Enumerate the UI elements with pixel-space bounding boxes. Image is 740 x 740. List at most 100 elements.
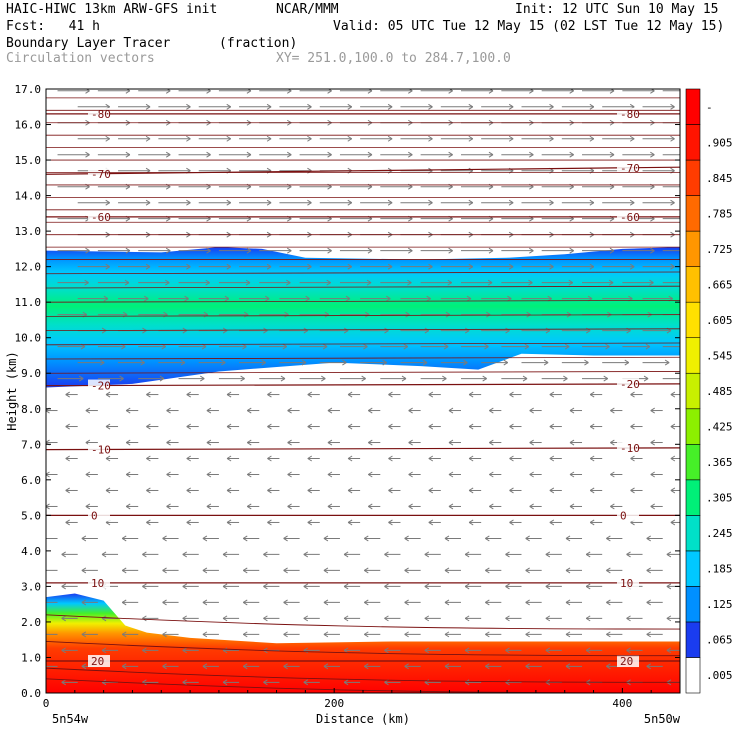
wind-vector-head [146, 426, 151, 430]
wind-vector-head [545, 681, 551, 686]
wind-vector-head [242, 663, 248, 667]
wind-vector-head [165, 282, 170, 286]
wind-vector-head [549, 234, 554, 238]
wind-vector-head [305, 295, 310, 300]
temperature-contour-line [46, 383, 680, 387]
wind-vector-head [545, 649, 551, 654]
wind-vector-head [186, 106, 191, 110]
wind-vector-head [186, 231, 191, 236]
wind-vector-head [610, 410, 615, 414]
wind-vector-head [61, 554, 66, 558]
wind-vector-head [323, 535, 329, 539]
wind-vector-head [186, 455, 192, 459]
wind-vector-head [509, 458, 514, 462]
wind-vector-head [226, 458, 232, 462]
wind-vector-head [347, 138, 353, 142]
wind-vector-head [182, 649, 188, 654]
wind-vector-head [368, 506, 373, 510]
wind-vector-head [140, 362, 145, 366]
wind-vector-head [630, 455, 635, 459]
wind-vector-head [466, 295, 472, 300]
temperature-contour-line [46, 166, 680, 175]
wind-vector-head [119, 375, 124, 379]
wind-vector-head [345, 298, 351, 302]
wind-vector-head [81, 631, 87, 635]
wind-vector-head [347, 519, 353, 523]
wind-vector-head [711, 267, 715, 270]
wind-vector-head [266, 231, 272, 236]
colorbar-swatch [685, 195, 701, 232]
wind-vector-head [468, 263, 474, 268]
wind-vector-head [226, 167, 232, 172]
wind-vector-head [448, 250, 453, 254]
circulation-vectors [46, 89, 715, 686]
wind-vector-head [549, 490, 555, 494]
header-forecast-hour: Fcst: 41 h [6, 19, 100, 34]
wind-vector-head [589, 106, 595, 110]
wind-vector-head [266, 167, 272, 172]
wind-vector-head [428, 135, 433, 140]
wind-vector-head [162, 631, 167, 635]
wind-vector-head [226, 263, 232, 268]
wind-vector-head [303, 681, 309, 686]
wind-vector-head [388, 455, 393, 459]
wind-vector-head [468, 199, 474, 204]
wind-vector-head [666, 330, 672, 334]
wind-vector-head [629, 266, 635, 270]
wind-vector-head [549, 266, 554, 270]
wind-vector-head [488, 119, 494, 124]
wind-vector-head [307, 231, 312, 236]
wind-vector-head [489, 410, 494, 414]
wind-vector-head [246, 151, 252, 156]
wind-vector-head [529, 122, 534, 126]
wind-vector-head [263, 585, 268, 590]
wind-vector-head [503, 362, 509, 366]
wind-vector-head [101, 647, 107, 651]
wind-vector-head [243, 311, 249, 316]
wind-vector-head [105, 138, 110, 142]
wind-vector-head [125, 90, 131, 94]
wind-vector-head [343, 647, 349, 651]
contour-label-bg [88, 655, 110, 668]
wind-vector-head [610, 503, 615, 507]
wind-vector-head [626, 554, 631, 558]
wind-vector-head [609, 151, 615, 156]
wind-vector-head [444, 599, 450, 603]
wind-vector-head [650, 442, 655, 446]
wind-vector-head [565, 601, 571, 606]
wind-vector-head [670, 522, 676, 526]
wind-vector-head [203, 311, 209, 316]
wind-vector-head [226, 519, 232, 523]
wind-vector-head [464, 551, 470, 555]
wind-vector-head [286, 282, 291, 286]
wind-vector-head [263, 681, 268, 686]
wind-vector-head [165, 218, 171, 222]
wind-vector-head [61, 583, 66, 587]
wind-vector-head [448, 122, 453, 126]
wind-vector-head [323, 601, 329, 606]
wind-vector-head [206, 151, 211, 156]
wind-vector-head [145, 231, 151, 236]
wind-vector-head [287, 503, 292, 507]
wind-vector-head [367, 119, 373, 124]
wind-vector-head [146, 519, 151, 523]
wind-vector-head [650, 407, 655, 411]
wind-vector-head [321, 375, 326, 379]
wind-vector-head [303, 585, 309, 590]
wind-vector-head [650, 218, 655, 222]
wind-vector-head [524, 346, 530, 350]
wind-vector-head [222, 583, 228, 587]
wind-vector-head [505, 551, 510, 555]
wind-vector-head [286, 186, 292, 190]
wind-vector-head [202, 538, 208, 542]
wind-vector-head [569, 439, 575, 443]
contour-label: -70 [91, 168, 111, 181]
wind-vector-head [589, 522, 595, 526]
wind-vector-head [246, 407, 252, 411]
colorbar-label: .245 [706, 527, 733, 540]
wind-vector-head [585, 681, 591, 686]
wind-vector-head [585, 554, 591, 558]
wind-vector-head [246, 410, 252, 414]
wind-vector-head [226, 426, 232, 430]
wind-vector-head [263, 554, 268, 558]
